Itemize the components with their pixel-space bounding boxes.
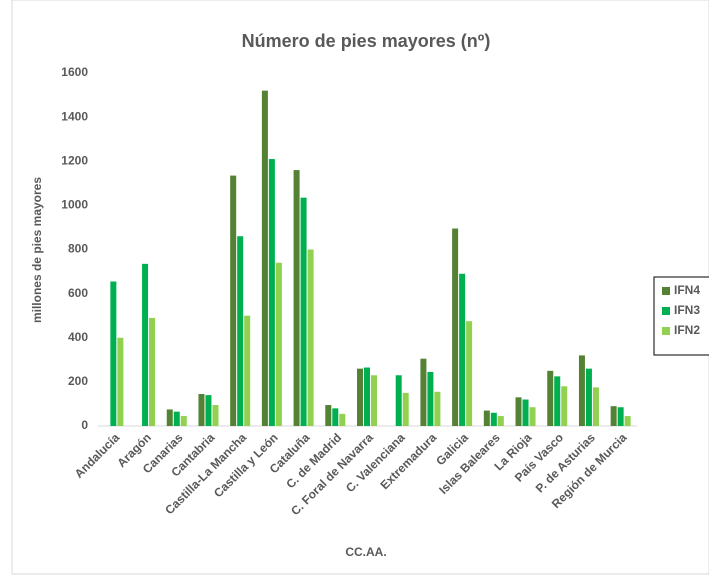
y-tick-label: 200 bbox=[68, 374, 88, 388]
legend-label: IFN4 bbox=[674, 283, 700, 297]
bar bbox=[624, 416, 631, 426]
bar bbox=[332, 408, 339, 426]
bar bbox=[275, 262, 282, 426]
bar bbox=[529, 407, 536, 426]
bar bbox=[230, 175, 237, 426]
bar bbox=[427, 371, 434, 426]
bar bbox=[395, 375, 402, 426]
bar bbox=[198, 394, 205, 426]
bar bbox=[166, 409, 173, 426]
bar bbox=[180, 416, 187, 426]
bar bbox=[307, 249, 314, 426]
y-tick-label: 1400 bbox=[61, 109, 88, 123]
bar bbox=[300, 197, 307, 426]
bar bbox=[142, 263, 149, 426]
legend-swatch bbox=[662, 287, 670, 295]
bar bbox=[357, 368, 363, 426]
y-tick-label: 800 bbox=[68, 242, 88, 256]
bar bbox=[617, 407, 624, 426]
y-axis-title: millones de pies mayores bbox=[30, 177, 44, 323]
bar bbox=[293, 170, 300, 426]
bar bbox=[117, 337, 124, 426]
legend-swatch bbox=[662, 307, 670, 315]
bar bbox=[371, 375, 377, 426]
y-tick-label: 600 bbox=[68, 286, 88, 300]
bar bbox=[466, 321, 473, 426]
bar bbox=[420, 358, 427, 426]
bar bbox=[610, 406, 617, 426]
bar bbox=[110, 281, 117, 426]
bar bbox=[490, 412, 497, 426]
y-tick-label: 400 bbox=[68, 330, 88, 344]
bar bbox=[149, 317, 156, 426]
bar bbox=[402, 392, 409, 426]
legend-swatch bbox=[662, 327, 670, 335]
y-tick-label: 0 bbox=[81, 418, 88, 432]
y-tick-label: 1000 bbox=[61, 198, 88, 212]
chart-frame bbox=[11, 0, 709, 575]
bar bbox=[325, 405, 332, 426]
bar bbox=[578, 355, 585, 426]
bar bbox=[237, 236, 244, 426]
bar bbox=[434, 391, 441, 426]
chart-title: Número de pies mayores (nº) bbox=[242, 31, 491, 51]
bar bbox=[592, 387, 599, 426]
y-tick-label: 1600 bbox=[61, 65, 88, 79]
bar bbox=[173, 411, 180, 426]
legend-label: IFN2 bbox=[674, 323, 700, 337]
bar bbox=[452, 228, 459, 426]
legend-label: IFN3 bbox=[674, 303, 700, 317]
bar bbox=[212, 405, 219, 426]
bar bbox=[261, 90, 268, 427]
bar bbox=[547, 370, 554, 426]
bar bbox=[244, 315, 251, 426]
bar bbox=[561, 386, 568, 426]
bar bbox=[364, 367, 370, 426]
bar bbox=[522, 399, 529, 426]
bar bbox=[205, 395, 212, 426]
bar bbox=[585, 368, 592, 426]
bar bbox=[459, 273, 466, 426]
bar bbox=[339, 413, 346, 426]
bar bbox=[497, 416, 504, 426]
bar bbox=[515, 397, 522, 426]
bar bbox=[483, 410, 490, 426]
bar bbox=[554, 376, 561, 426]
y-tick-label: 1200 bbox=[61, 153, 88, 167]
x-axis-title: CC.AA. bbox=[345, 545, 386, 559]
bar bbox=[268, 159, 275, 426]
